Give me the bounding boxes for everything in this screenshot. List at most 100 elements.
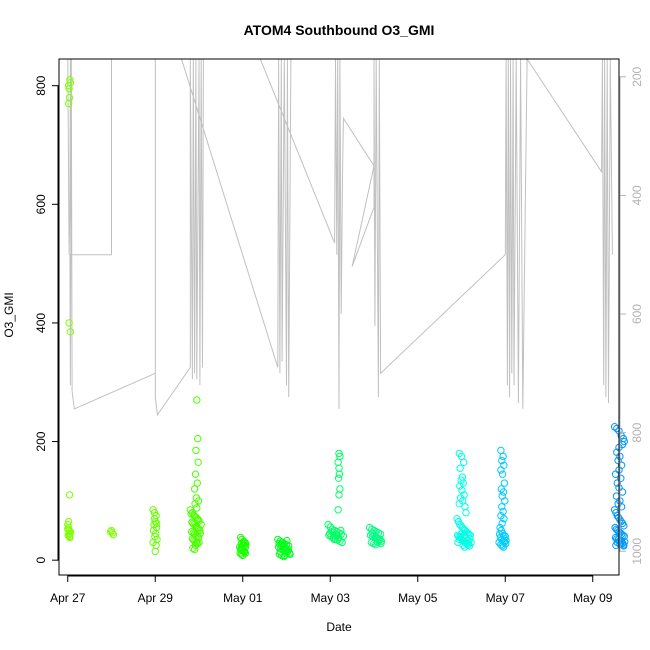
data-point [191, 537, 199, 545]
data-point [456, 464, 464, 472]
data-point [281, 551, 289, 560]
data-point [65, 491, 74, 499]
data-point [193, 479, 202, 487]
y-tick-label: 400 [34, 313, 48, 333]
data-point [332, 531, 341, 539]
data-point [190, 545, 199, 554]
data-point [335, 491, 343, 499]
x-tick-label: May 07 [486, 591, 526, 605]
data-point [193, 515, 202, 523]
y2-tick-label: 1000 [630, 538, 644, 565]
x-tick-label: Apr 29 [138, 591, 174, 605]
series-2 [186, 396, 205, 554]
data-point [458, 486, 466, 494]
data-point [621, 538, 629, 546]
data-point [620, 542, 628, 550]
data-point [191, 500, 199, 508]
y-tick-label: 200 [34, 431, 48, 451]
data-point [326, 529, 334, 538]
series-3 [236, 533, 250, 560]
data-point [239, 551, 247, 560]
data-point [377, 539, 385, 548]
data-point [339, 532, 348, 541]
data-point [193, 504, 201, 512]
data-point [620, 522, 628, 530]
data-point [283, 536, 291, 545]
data-point [499, 543, 508, 551]
data-point [376, 535, 384, 544]
data-point [335, 464, 343, 472]
data-point [462, 509, 470, 517]
x-tick-label: Apr 27 [50, 591, 86, 605]
data-point [324, 520, 332, 529]
data-point [192, 538, 201, 547]
y-tick-label: 800 [34, 75, 48, 95]
data-point [502, 536, 510, 545]
data-point [614, 456, 622, 465]
data-point [499, 452, 507, 461]
data-point [336, 485, 344, 493]
series-7 [453, 449, 475, 551]
data-point [196, 529, 205, 538]
data-point [334, 458, 342, 466]
pressure-line [67, 57, 613, 417]
data-point [334, 506, 342, 514]
data-point [189, 544, 197, 552]
data-point [501, 535, 509, 543]
data-point [368, 529, 376, 538]
series-0 [64, 76, 118, 542]
data-point [191, 470, 200, 478]
data-point [501, 497, 509, 505]
data-point [335, 449, 343, 458]
data-point [617, 474, 625, 482]
data-point [64, 517, 73, 526]
chart-title: ATOM4 Southbound O3_GMI [244, 22, 435, 38]
data-point [370, 531, 379, 539]
data-point [334, 533, 343, 542]
data-point [500, 515, 508, 523]
x-tick-label: May 05 [398, 591, 438, 605]
y2-tick-label: 600 [630, 304, 644, 324]
x-tick-label: May 09 [573, 591, 613, 605]
data-point [334, 474, 343, 482]
data-point [455, 500, 463, 508]
series-5 [324, 449, 348, 547]
data-point [498, 503, 506, 511]
series-4 [274, 535, 294, 561]
x-tick-label: May 01 [223, 591, 263, 605]
data-point [495, 538, 503, 547]
data-point [66, 533, 74, 542]
data-point [194, 458, 202, 466]
axes: Apr 27 Apr 29 May 01 May 03 May 05 May 07 May … [34, 66, 644, 605]
data-point [328, 528, 336, 536]
data-point [278, 538, 287, 547]
data-point [458, 529, 466, 538]
y2-tick-label: 200 [630, 66, 644, 86]
data-point [497, 466, 505, 474]
series-8 [495, 446, 510, 551]
data-point [498, 519, 506, 528]
series-1 [149, 506, 161, 555]
y-tick-label: 0 [34, 557, 48, 564]
data-point [337, 526, 345, 535]
data-point [610, 423, 619, 431]
y2-tick-label: 400 [630, 185, 644, 205]
data-point [335, 470, 344, 478]
data-point [237, 546, 245, 554]
data-point [64, 525, 72, 533]
y-tick-label: 600 [34, 194, 48, 214]
data-point [617, 503, 626, 511]
data-point [194, 434, 202, 443]
data-point [197, 520, 205, 529]
pressure-profile [67, 57, 613, 417]
data-point [66, 76, 74, 84]
data-point [466, 531, 474, 539]
data-point [152, 519, 161, 528]
y-axis-label: O3_GMI [2, 292, 16, 337]
data-point [190, 485, 199, 493]
y2-tick-label: 800 [630, 422, 644, 442]
data-point [193, 396, 201, 404]
data-point [460, 543, 469, 551]
data-point [467, 538, 475, 547]
